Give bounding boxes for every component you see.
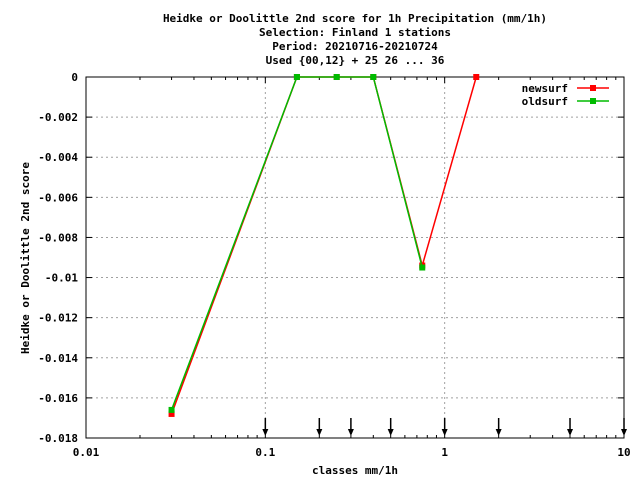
x-axis-label: classes mm/1h: [312, 464, 398, 477]
y-tick-label: -0.006: [38, 191, 78, 204]
point-oldsurf: [293, 74, 300, 80]
series-line-oldsurf: [170, 76, 423, 411]
point-newsurf: [168, 410, 175, 417]
arrow-marker: [387, 418, 394, 436]
y-tick-label: -0.004: [38, 151, 78, 164]
y-tick-label: -0.018: [38, 432, 78, 445]
plot-frame: [85, 76, 625, 439]
y-tick-label: -0.01: [45, 272, 78, 285]
legend-marker: [590, 85, 596, 91]
point-oldsurf: [333, 74, 340, 80]
y-axis: 0 -0.002 -0.004 -0.006 -0.008 -0.01 -0.012 -0.0…: [38, 71, 624, 445]
title-line-2: Period: 20210716-20210724: [272, 40, 438, 53]
y-tick-label: -0.016: [38, 392, 78, 405]
legend-entry-newsurf: newsurf: [522, 82, 609, 95]
y-tick-label: -0.002: [38, 111, 78, 124]
x-axis: 0.01 0.1 1 10: [73, 77, 631, 459]
grid: [86, 77, 624, 438]
series-line-newsurf: [170, 76, 477, 415]
legend-label: newsurf: [522, 82, 568, 95]
arrow-marker: [347, 418, 354, 436]
title-line-0: Heidke or Doolittle 2nd score for 1h Pre…: [163, 12, 547, 25]
title-line-3: Used {00,12} + 25 26 ... 36: [266, 54, 445, 67]
arrow-marker: [621, 418, 627, 436]
arrow-markers: [262, 418, 627, 436]
x-tick-label: 0.1: [255, 446, 275, 459]
legend-marker: [590, 98, 596, 104]
arrow-marker: [441, 418, 448, 436]
series: [168, 74, 480, 417]
point-oldsurf: [370, 74, 377, 80]
y-tick-label: 0: [71, 71, 78, 84]
legend-label: oldsurf: [522, 95, 568, 108]
y-tick-label: -0.012: [38, 312, 78, 325]
x-tick-label: 1: [441, 446, 448, 459]
y-axis-label: Heidke or Doolittle 2nd score: [19, 162, 32, 354]
chart-title: Heidke or Doolittle 2nd score for 1h Pre…: [163, 12, 547, 67]
x-tick-label: 0.01: [73, 446, 100, 459]
arrow-marker: [495, 418, 502, 436]
y-tick-label: -0.008: [38, 231, 78, 244]
point-newsurf: [473, 74, 480, 80]
title-line-1: Selection: Finland 1 stations: [259, 26, 451, 39]
arrow-marker: [567, 418, 574, 436]
point-oldsurf: [168, 406, 175, 413]
y-tick-label: -0.014: [38, 352, 78, 365]
x-tick-label: 10: [617, 446, 630, 459]
point-oldsurf: [419, 264, 426, 271]
arrow-marker: [262, 418, 269, 436]
arrow-marker: [316, 418, 323, 436]
legend-entry-oldsurf: oldsurf: [522, 95, 609, 108]
